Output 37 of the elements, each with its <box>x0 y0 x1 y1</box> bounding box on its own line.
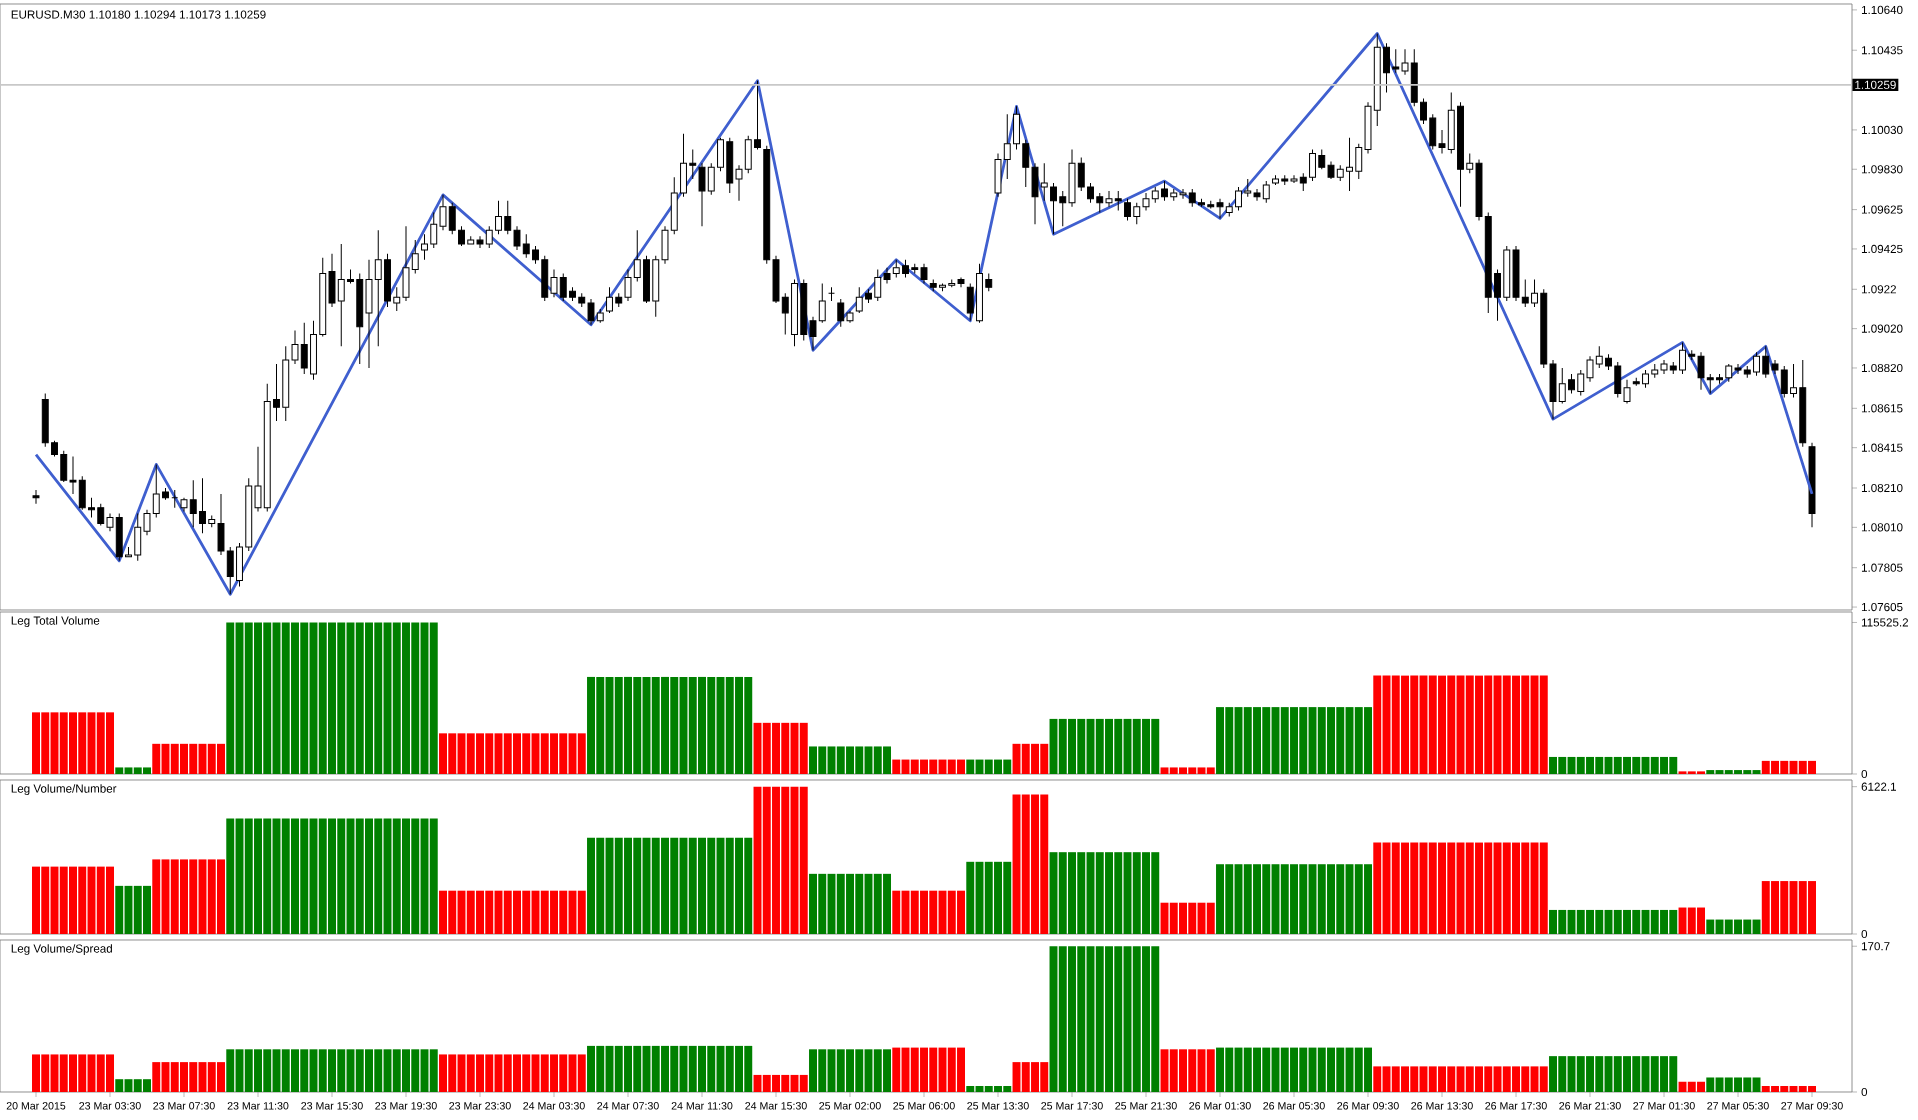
bar <box>966 759 975 774</box>
bar <box>577 733 586 774</box>
bar <box>1206 902 1215 934</box>
bar <box>966 861 975 934</box>
bar <box>1206 767 1215 774</box>
bar <box>1373 1066 1382 1092</box>
bar <box>1539 842 1548 934</box>
bar <box>152 743 161 774</box>
bar <box>577 1054 586 1092</box>
bar <box>226 1049 235 1092</box>
bar <box>966 1086 975 1092</box>
bar <box>1373 675 1382 774</box>
bar <box>429 1049 438 1092</box>
bar <box>226 622 235 774</box>
bar <box>1373 842 1382 934</box>
bar <box>115 767 124 774</box>
bar <box>152 859 161 934</box>
bar <box>892 759 901 774</box>
bar <box>1539 675 1548 774</box>
bar <box>577 890 586 934</box>
bar <box>1539 1066 1548 1092</box>
bar <box>152 1062 161 1092</box>
bar <box>115 1079 124 1092</box>
bar <box>1706 1077 1715 1092</box>
bar <box>226 818 235 934</box>
bar <box>799 722 808 774</box>
bar <box>799 1074 808 1092</box>
bar <box>429 818 438 934</box>
bar <box>1706 919 1715 934</box>
bar <box>115 885 124 934</box>
bar <box>892 890 901 934</box>
bar <box>799 786 808 934</box>
bar <box>429 622 438 774</box>
bar <box>1206 1049 1215 1092</box>
bar <box>892 1047 901 1092</box>
line-series <box>34 32 1814 596</box>
candlestick <box>32 489 40 505</box>
